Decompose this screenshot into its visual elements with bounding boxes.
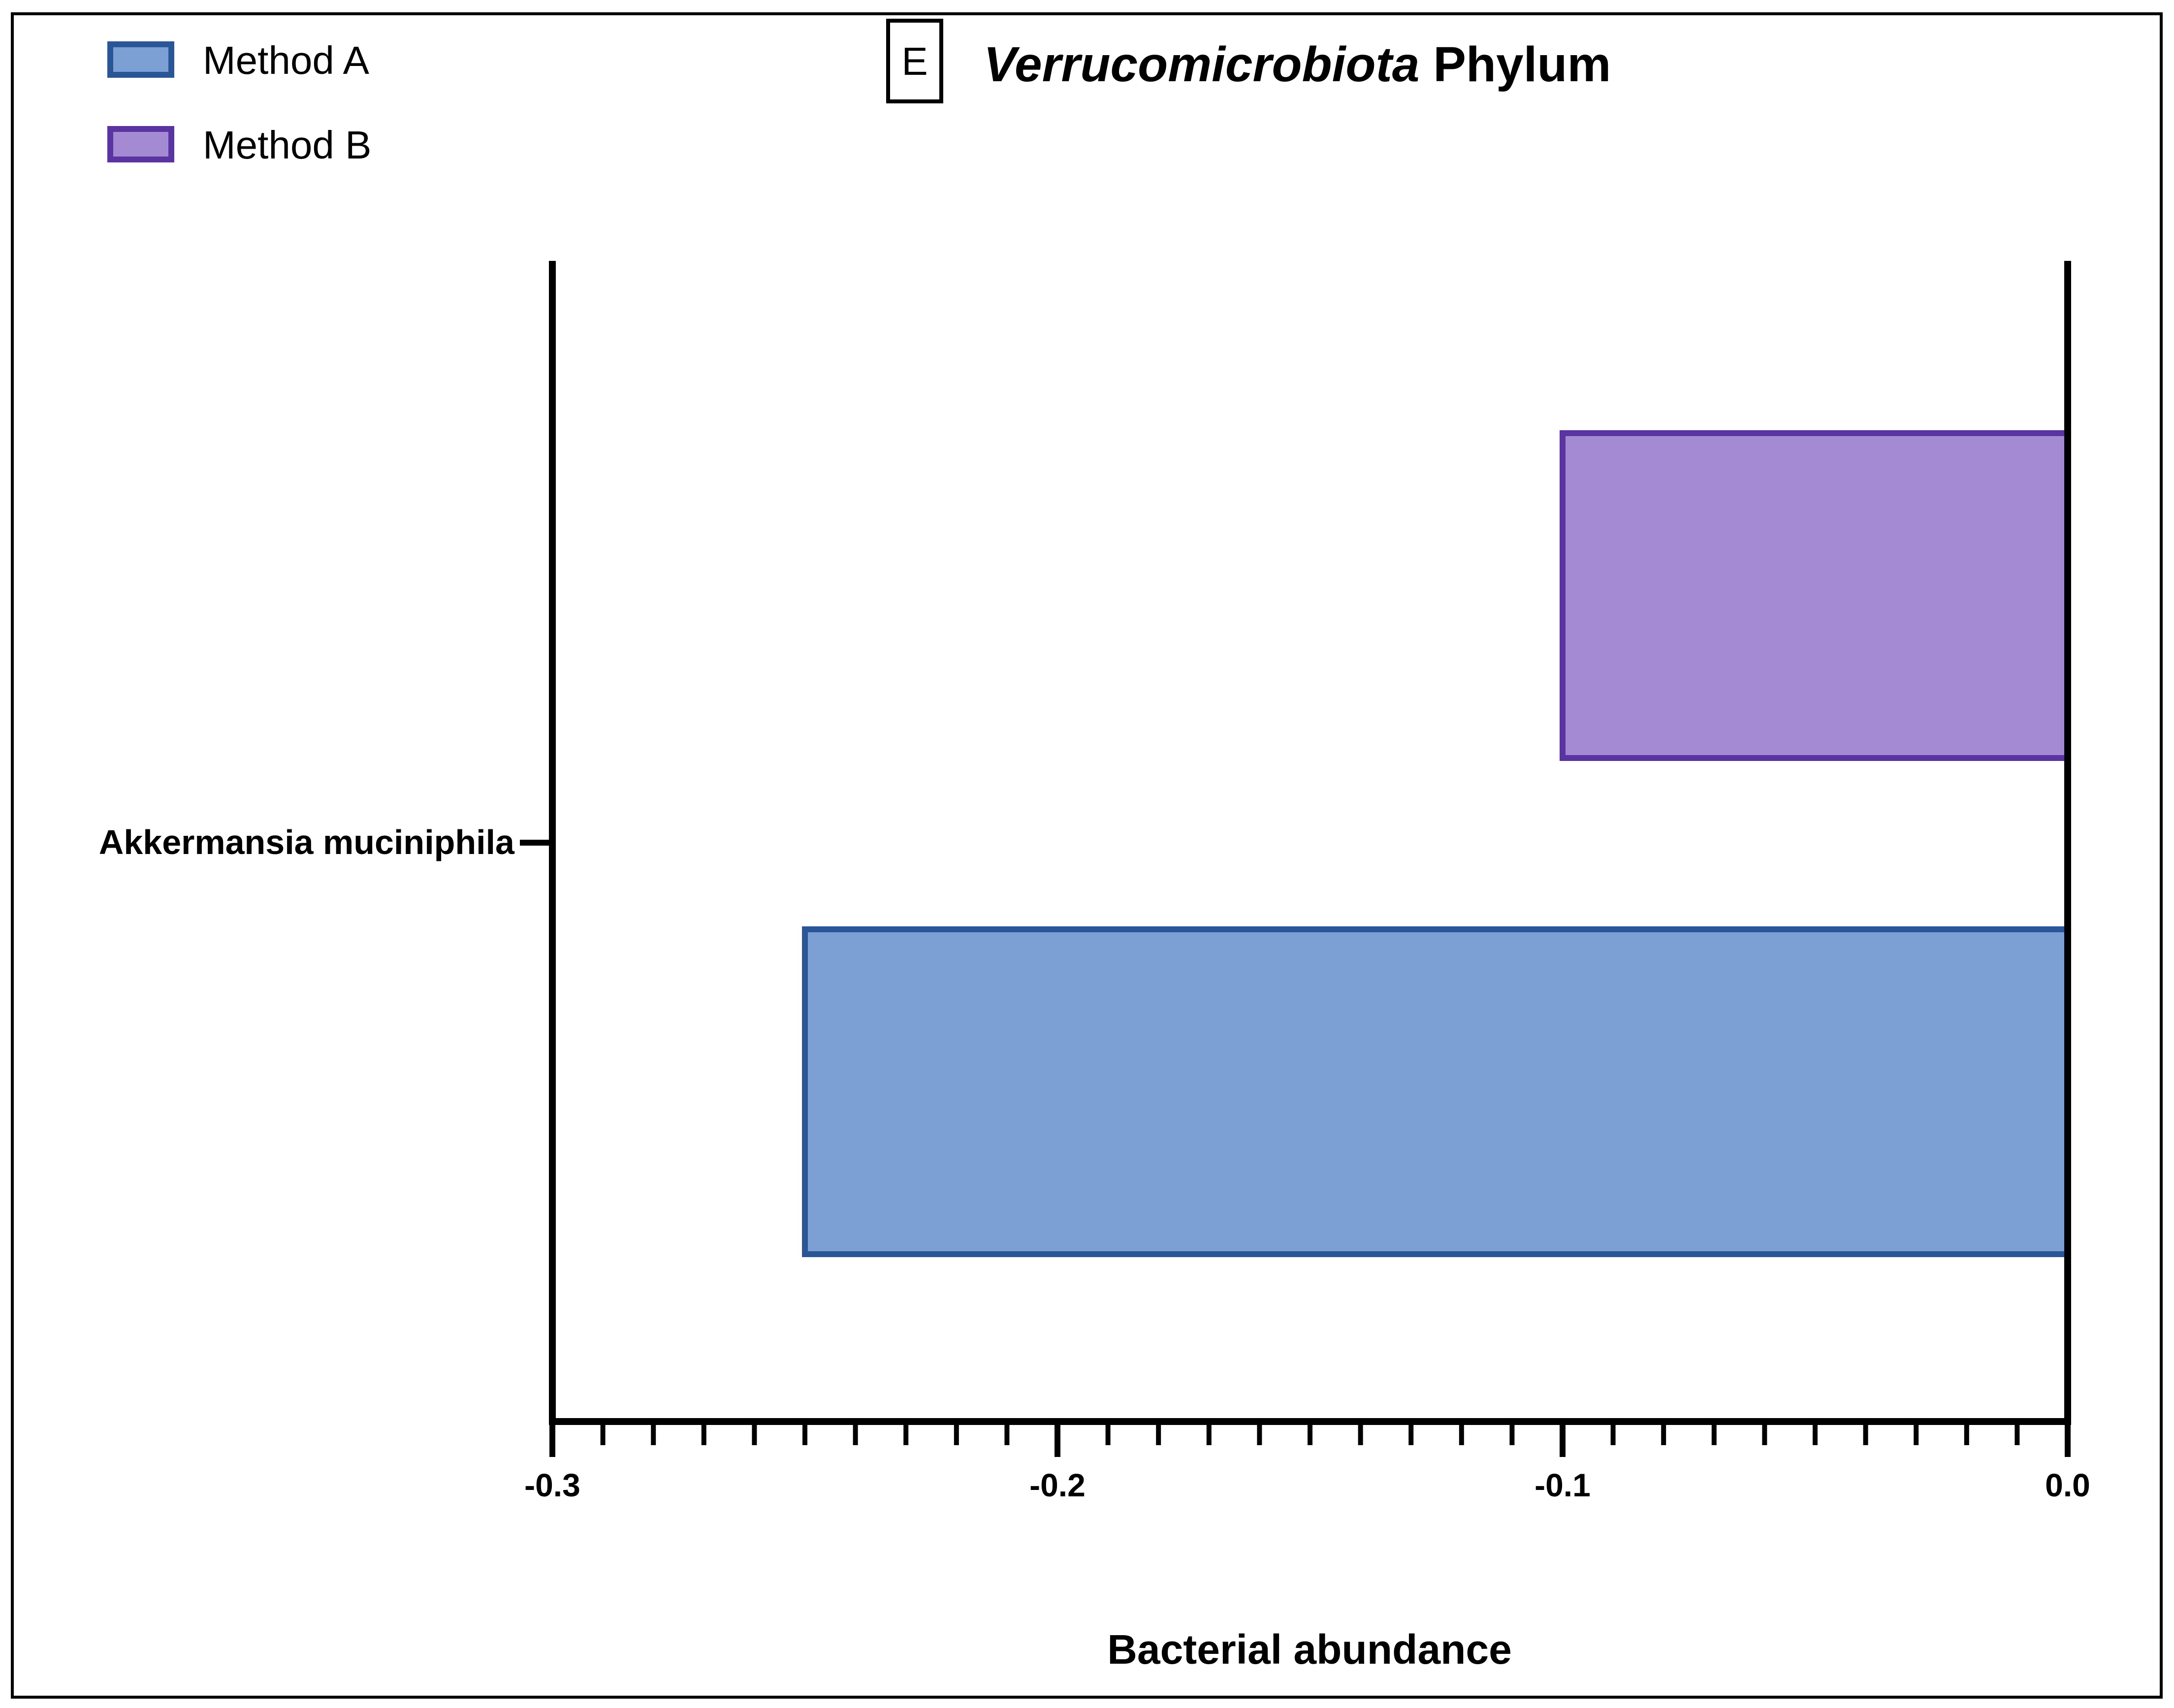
bar-method-a — [802, 926, 2071, 1257]
chart-title-italic: Verrucomicrobiota — [984, 37, 1419, 92]
x-tick-label: 0.0 — [2045, 1467, 2090, 1503]
legend-swatch-method-b — [107, 126, 174, 162]
legend-label-method-a: Method A — [203, 38, 370, 82]
bars — [802, 430, 2071, 1257]
x-axis-title: Bacterial abundance — [1107, 1626, 1512, 1673]
legend-label-method-b: Method B — [203, 123, 371, 167]
figure-frame — [11, 12, 2163, 1699]
category-label: Akkermansia muciniphila — [99, 823, 515, 861]
x-tick-label: -0.3 — [524, 1467, 580, 1503]
chart-title-phylum: Phylum — [1433, 37, 1611, 92]
x-tick-label: -0.2 — [1029, 1467, 1086, 1503]
bar-method-b — [1560, 430, 2071, 761]
chart-title: Verrucomicrobiota Phylum — [984, 37, 1611, 92]
legend: Method A Method B — [107, 38, 371, 167]
panel-label: E — [901, 39, 927, 83]
legend-swatch-method-a — [107, 41, 174, 78]
x-tick-label: -0.1 — [1535, 1467, 1591, 1503]
axes: -0.3 -0.2 -0.1 0.0 — [520, 261, 2090, 1503]
panel-label-box — [886, 19, 943, 103]
